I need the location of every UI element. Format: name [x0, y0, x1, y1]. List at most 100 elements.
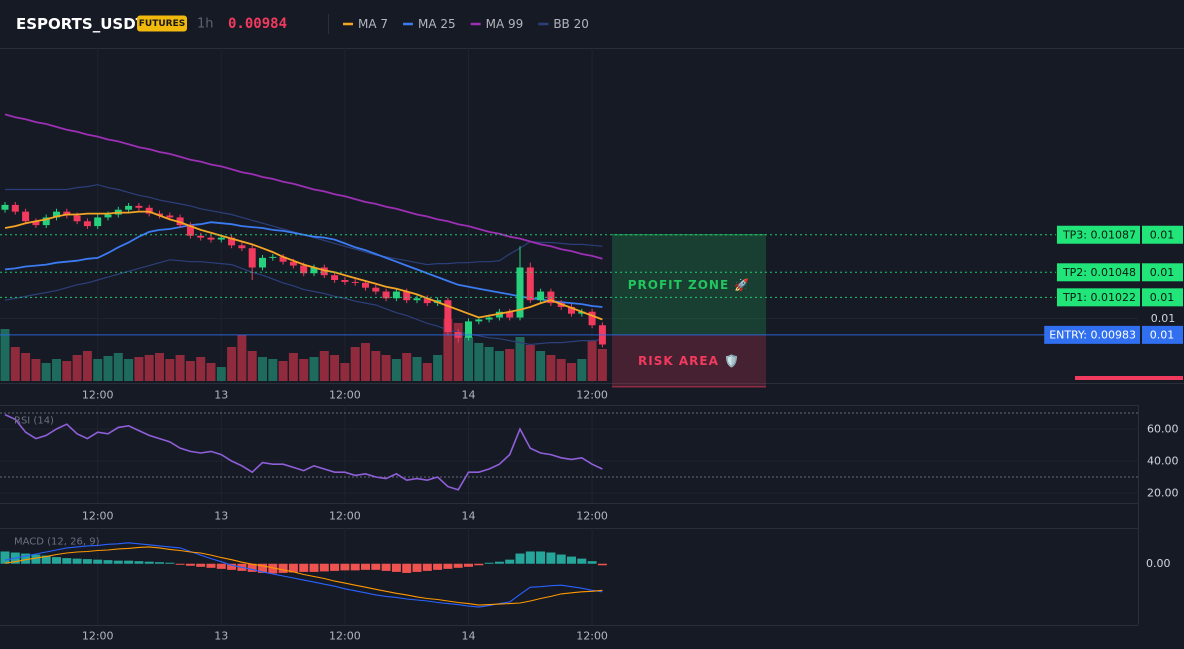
- x-tick-label: 14: [462, 389, 476, 402]
- volume-bar: [31, 359, 41, 381]
- x-tick-label: 13: [214, 510, 228, 523]
- y-tick-label: 40.00: [1147, 455, 1179, 468]
- macd-histogram-bar: [288, 563, 298, 573]
- volume-bar: [464, 337, 473, 381]
- macd-histogram-bar: [93, 559, 103, 564]
- candle-body: [279, 256, 287, 262]
- macd-histogram-bar: [350, 563, 360, 571]
- macd-histogram-bar: [268, 563, 278, 574]
- symbol: ESPORTS_USDT: [16, 15, 147, 33]
- candle-body: [506, 311, 514, 318]
- volume-bar: [515, 337, 525, 381]
- macd-histogram-bar: [227, 563, 237, 570]
- macd-histogram-bar: [206, 563, 216, 568]
- macd-histogram-bar: [577, 558, 587, 564]
- candle-body: [331, 275, 339, 280]
- macd-line: [4, 542, 603, 608]
- candle-body: [94, 217, 102, 227]
- candle-body: [22, 211, 30, 222]
- candle-body: [53, 211, 60, 218]
- legend-label: MA 99: [486, 17, 524, 31]
- candle-body: [217, 237, 225, 240]
- level-tag: 0.01: [1150, 328, 1175, 341]
- level-tag-box: [1142, 325, 1183, 344]
- macd-histogram-bar: [391, 563, 401, 572]
- level-label: ENTRY: 0.00983: [1049, 328, 1136, 341]
- y-tick-label: 0.01: [1151, 312, 1176, 325]
- volume-bar: [216, 367, 226, 381]
- volume-bar: [185, 361, 195, 381]
- y-tick-label: 0.00: [1146, 557, 1171, 570]
- level-label: TP3: 0.01087: [1062, 228, 1136, 241]
- volume-bar: [93, 359, 103, 381]
- volume-bar: [340, 363, 350, 381]
- volume-bar: [381, 355, 391, 381]
- volume-bar: [391, 359, 401, 381]
- volume-bar: [206, 363, 216, 381]
- candle-body: [485, 317, 493, 320]
- x-tick-label: 12:00: [329, 630, 361, 643]
- volume-bar: [103, 356, 113, 381]
- macd-histogram-bar: [515, 553, 525, 564]
- candle-body: [63, 211, 71, 216]
- x-tick-label: 12:00: [576, 510, 608, 523]
- macd-histogram-bar: [443, 563, 453, 569]
- volume-bar: [82, 351, 92, 381]
- legend: MA 7 MA 25 MA 99 BB 20: [343, 17, 589, 31]
- level-label-box: [1044, 325, 1140, 344]
- macd-histogram-bar: [165, 562, 175, 564]
- candle-body: [259, 257, 266, 268]
- candle-body: [166, 215, 174, 218]
- x-tick-label: 12:00: [329, 389, 361, 402]
- level-tag: 0.01: [1150, 228, 1175, 241]
- interval: 1h: [197, 17, 214, 32]
- volume-bar: [165, 359, 175, 381]
- macd-histogram-bar: [247, 563, 257, 572]
- candle-body: [125, 205, 133, 210]
- macd-histogram-bar: [381, 563, 391, 571]
- zone-label: PROFIT ZONE 🚀: [628, 278, 751, 292]
- legend-label: MA 25: [418, 17, 456, 31]
- volume-bar: [422, 363, 432, 381]
- macd-histogram-bar: [216, 563, 226, 569]
- legend-label: BB 20: [553, 17, 589, 31]
- candle-body: [465, 321, 472, 338]
- panel-title: RSI (14): [14, 416, 54, 427]
- candle-body: [568, 306, 575, 314]
- candle-body: [392, 291, 400, 299]
- macd-histogram-bar: [196, 563, 206, 567]
- macd-histogram-bar: [361, 563, 370, 570]
- macd-histogram-bar: [433, 563, 443, 570]
- volume-bar: [113, 353, 123, 381]
- macd-histogram-bar: [319, 563, 329, 572]
- volume-bar: [402, 353, 412, 381]
- level-tag-box: [1142, 225, 1183, 244]
- macd-histogram-bar: [536, 551, 546, 564]
- level-label-box: [1056, 263, 1140, 282]
- candle-body: [382, 291, 390, 299]
- candle-body: [413, 298, 421, 301]
- candle-body: [444, 300, 452, 332]
- level-label-box: [1056, 288, 1140, 307]
- candle-body: [228, 237, 236, 246]
- macd-histogram-bar: [21, 553, 31, 564]
- candle-body: [588, 311, 596, 326]
- moving-average: [4, 221, 603, 308]
- macd-histogram-bar: [309, 563, 319, 572]
- volume-bar: [227, 347, 237, 381]
- volume-bar: [412, 357, 422, 381]
- candle-body: [516, 267, 524, 318]
- badge: FUTURES: [139, 19, 185, 29]
- macd-histogram-bar: [62, 558, 72, 564]
- volume-bar: [72, 355, 82, 381]
- macd-histogram-bar: [134, 561, 144, 564]
- macd-histogram-bar: [144, 561, 154, 564]
- macd-histogram-bar: [330, 563, 340, 571]
- volume-bar: [443, 319, 453, 381]
- x-tick-label: 12:00: [82, 630, 114, 643]
- macd-histogram-bar: [41, 555, 51, 564]
- volume-bar: [577, 359, 587, 381]
- badge-background: [137, 15, 187, 32]
- volume-bar: [134, 357, 144, 381]
- candle-body: [495, 311, 503, 318]
